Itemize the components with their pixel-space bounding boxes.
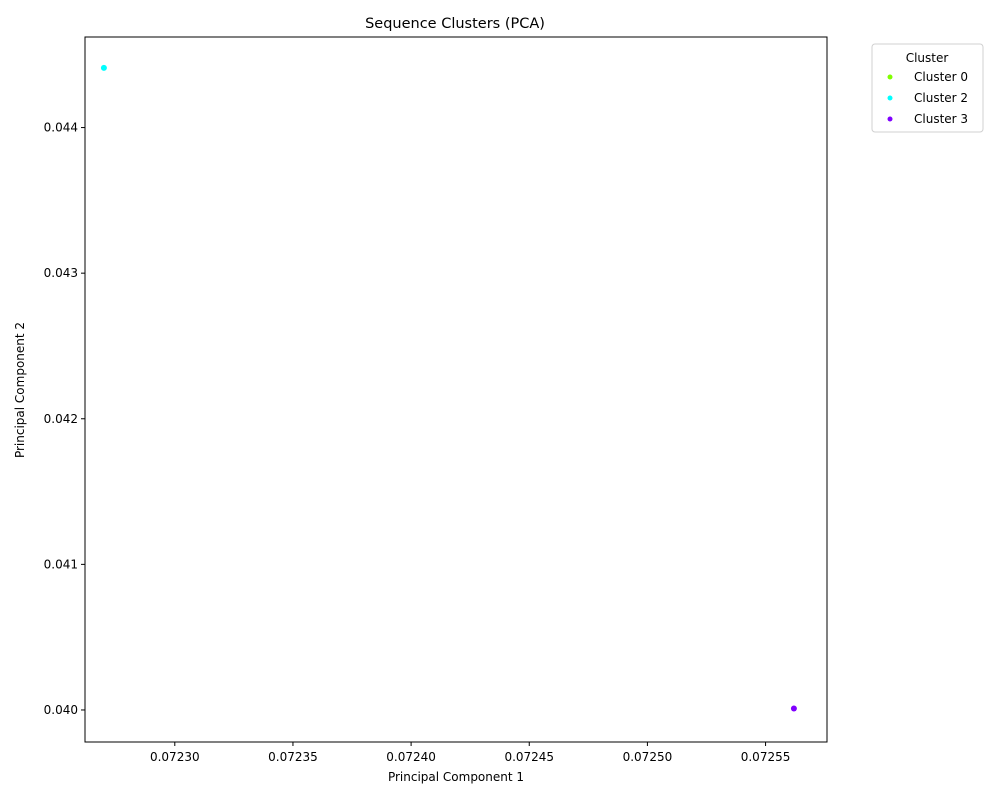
legend-label: Cluster 0 [914, 70, 968, 84]
x-tick-label: 0.07235 [268, 750, 318, 764]
chart-title: Sequence Clusters (PCA) [365, 16, 545, 32]
legend-marker [887, 95, 893, 101]
legend-marker [887, 116, 893, 122]
legend-label: Cluster 3 [914, 112, 968, 126]
y-axis-label: Principal Component 2 [13, 322, 27, 458]
plot-area [100, 64, 797, 712]
y-tick-label: 0.040 [44, 703, 78, 717]
data-point [790, 705, 797, 712]
y-tick-label: 0.042 [44, 412, 78, 426]
x-tick-label: 0.07255 [741, 750, 791, 764]
plot-frame [84, 36, 828, 743]
x-tick-label: 0.07230 [150, 750, 200, 764]
legend: Cluster Cluster 0 Cluster 2 Cluster 3 [871, 43, 984, 133]
y-axis: 0.040 0.041 0.042 0.043 0.044 [44, 121, 85, 717]
legend-marker [887, 74, 893, 80]
x-axis: 0.07230 0.07235 0.07240 0.07245 0.07250 0.072… [150, 742, 790, 764]
legend-title: Cluster [906, 51, 949, 65]
x-tick-label: 0.07245 [504, 750, 554, 764]
x-axis-label: Principal Component 1 [388, 770, 524, 784]
x-tick-label: 0.07240 [386, 750, 436, 764]
y-tick-label: 0.041 [44, 557, 78, 571]
legend-label: Cluster 2 [914, 91, 968, 105]
data-point [100, 64, 107, 71]
y-tick-label: 0.043 [44, 266, 78, 280]
y-tick-label: 0.044 [44, 121, 78, 135]
legend-box [871, 43, 984, 133]
x-tick-label: 0.07250 [623, 750, 673, 764]
